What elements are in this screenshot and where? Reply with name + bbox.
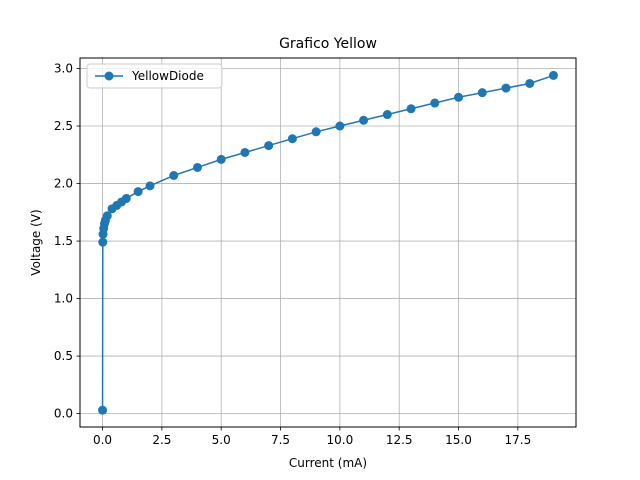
series-layer (98, 70, 558, 415)
y-tick-label: 1.0 (54, 292, 73, 306)
grid (80, 58, 576, 427)
data-point (133, 187, 143, 197)
data-point (287, 134, 297, 144)
data-point (382, 110, 392, 120)
data-point (477, 88, 487, 98)
x-tick-label: 2.5 (152, 433, 171, 447)
data-point (454, 92, 464, 102)
data-point (548, 70, 558, 80)
x-tick-label: 12.5 (386, 433, 413, 447)
y-tick-label: 2.5 (54, 119, 73, 133)
chart-title: Grafico Yellow (279, 36, 377, 52)
legend-marker-swatch (104, 71, 114, 81)
data-point (145, 181, 155, 191)
data-point (311, 127, 321, 137)
data-point (501, 83, 511, 93)
data-point (240, 147, 250, 157)
data-point (121, 194, 131, 204)
plot-frame (79, 57, 577, 428)
x-tick-label: 17.5 (504, 433, 531, 447)
data-point (102, 211, 112, 221)
data-point (98, 405, 108, 415)
y-tick-label: 0.5 (54, 349, 73, 363)
data-point (169, 170, 179, 180)
y-axis-label: Voltage (V) (29, 209, 43, 275)
x-tick-label: 10.0 (327, 433, 354, 447)
ticks: 0.0 2.5 5.0 7.5 10.0 12.5 15.0 17.5 0.0 0.5 1.0 1.5… (54, 62, 531, 447)
y-tick-label: 1.5 (54, 234, 73, 248)
x-tick-label: 5.0 (212, 433, 231, 447)
data-point (264, 141, 274, 151)
data-point (216, 154, 226, 164)
x-tick-label: 7.5 (271, 433, 290, 447)
data-point (406, 104, 416, 114)
data-point (525, 78, 535, 88)
x-tick-label: 15.0 (445, 433, 472, 447)
data-point (430, 98, 440, 108)
data-point (192, 162, 202, 172)
legend: YellowDiode (86, 63, 223, 89)
y-tick-label: 0.0 (54, 407, 73, 421)
x-tick-label: 0.0 (93, 433, 112, 447)
data-point (335, 121, 345, 131)
legend-box (86, 63, 223, 89)
y-tick-label: 3.0 (54, 62, 73, 76)
data-point (359, 115, 369, 125)
legend-entry-yellowdiode: YellowDiode (131, 69, 204, 83)
y-tick-label: 2.0 (54, 177, 73, 191)
x-axis-label: Current (mA) (289, 456, 367, 470)
data-point (98, 237, 108, 247)
